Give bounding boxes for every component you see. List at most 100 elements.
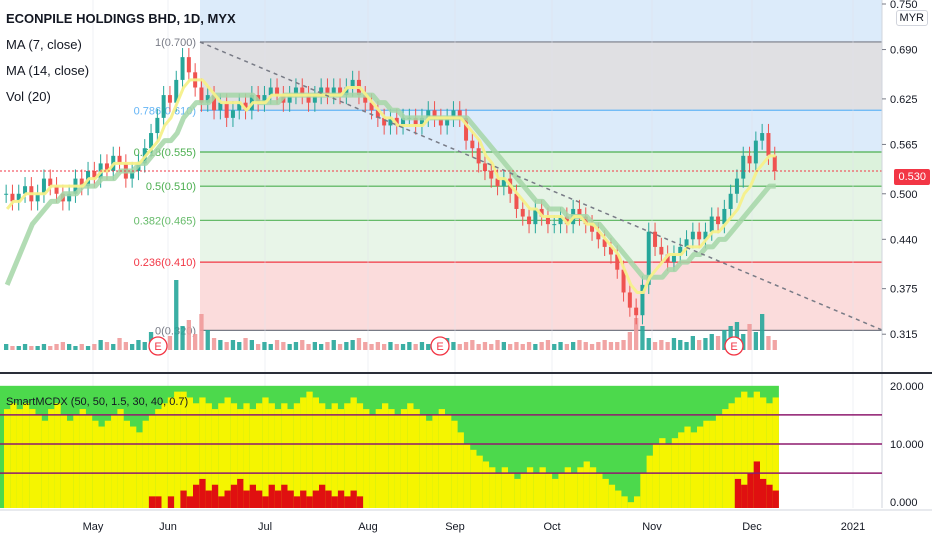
candle-body[interactable] (312, 95, 317, 103)
candle-body[interactable] (338, 87, 343, 96)
candle-body[interactable] (545, 216, 550, 225)
earnings-marker[interactable] (430, 336, 450, 356)
candle-body[interactable] (527, 216, 532, 225)
candle-body[interactable] (306, 95, 311, 103)
candle-body[interactable] (432, 110, 437, 118)
trendline[interactable] (199, 41, 883, 331)
candle-body[interactable] (772, 155, 777, 171)
candle-body[interactable] (665, 254, 670, 263)
candle-body[interactable] (482, 163, 487, 171)
candle-body[interactable] (161, 95, 166, 118)
candle-body[interactable] (671, 254, 676, 263)
candle-body[interactable] (514, 193, 519, 209)
candle-body[interactable] (149, 133, 154, 149)
earnings-marker[interactable] (724, 336, 744, 356)
candle-body[interactable] (16, 193, 21, 202)
candle-body[interactable] (426, 110, 431, 118)
earnings-marker[interactable] (148, 336, 168, 356)
candle-body[interactable] (382, 117, 387, 126)
candle-body[interactable] (577, 208, 582, 217)
ma14-legend[interactable]: MA (14, close) (6, 63, 90, 78)
currency-unit[interactable]: MYR (895, 10, 928, 26)
symbol-title[interactable]: ECONPILE HOLDINGS BHD, 1D, MYX (6, 11, 236, 26)
candle-body[interactable] (350, 79, 355, 88)
candle-body[interactable] (558, 216, 563, 225)
candle-body[interactable] (678, 246, 683, 255)
candle-body[interactable] (287, 95, 292, 103)
candle-body[interactable] (174, 79, 179, 103)
candle-body[interactable] (331, 87, 336, 96)
candle-body[interactable] (602, 239, 607, 247)
candle-body[interactable] (319, 87, 324, 96)
candle-body[interactable] (590, 224, 595, 232)
candle-body[interactable] (35, 193, 40, 202)
candle-body[interactable] (722, 208, 727, 225)
candle-body[interactable] (218, 102, 223, 111)
candle-body[interactable] (495, 178, 500, 187)
candle-body[interactable] (703, 231, 708, 240)
candle-body[interactable] (104, 163, 109, 171)
candle-body[interactable] (401, 117, 406, 126)
candle-body[interactable] (564, 216, 569, 225)
candle-body[interactable] (709, 216, 714, 232)
candle-body[interactable] (533, 208, 538, 225)
candle-body[interactable] (243, 102, 248, 111)
indicator-title[interactable]: SmartMCDX (50, 50, 1.5, 30, 40, 0.7) (6, 396, 189, 408)
candle-body[interactable] (300, 87, 305, 96)
candle-body[interactable] (489, 171, 494, 179)
candle-body[interactable] (48, 178, 53, 187)
candle-body[interactable] (653, 231, 658, 247)
candle-body[interactable] (369, 102, 374, 111)
candle-body[interactable] (470, 140, 475, 149)
candle-body[interactable] (596, 231, 601, 240)
candle-body[interactable] (10, 193, 15, 202)
candle-body[interactable] (457, 110, 462, 118)
candle-body[interactable] (268, 87, 273, 96)
candle-body[interactable] (741, 155, 746, 179)
candle-body[interactable] (167, 95, 172, 103)
candle-body[interactable] (646, 231, 651, 285)
candle-body[interactable] (388, 117, 393, 126)
vol-legend[interactable]: Vol (20) (6, 89, 51, 104)
candle-body[interactable] (747, 155, 752, 164)
candle-body[interactable] (697, 231, 702, 240)
candle-body[interactable] (760, 133, 765, 141)
candle-body[interactable] (413, 117, 418, 126)
candle-body[interactable] (684, 239, 689, 247)
candle-body[interactable] (293, 87, 298, 96)
candle-body[interactable] (621, 269, 626, 293)
candle-body[interactable] (394, 117, 399, 126)
candle-body[interactable] (445, 117, 450, 126)
candle-body[interactable] (520, 208, 525, 217)
candle-body[interactable] (627, 292, 632, 308)
candle-body[interactable] (41, 178, 46, 194)
candle-body[interactable] (205, 95, 210, 103)
candle-body[interactable] (451, 110, 456, 118)
candle-body[interactable] (344, 87, 349, 96)
candle-body[interactable] (275, 87, 280, 96)
candle-body[interactable] (180, 57, 185, 80)
candle-body[interactable] (419, 117, 424, 126)
candle-body[interactable] (438, 117, 443, 126)
candle-body[interactable] (79, 178, 84, 187)
candle-body[interactable] (539, 208, 544, 217)
candle-body[interactable] (130, 171, 135, 179)
candle-body[interactable] (728, 193, 733, 209)
candle-body[interactable] (375, 110, 380, 118)
candle-body[interactable] (92, 171, 97, 179)
candle-body[interactable] (753, 140, 758, 164)
candle-body[interactable] (237, 102, 242, 111)
candle-body[interactable] (262, 95, 267, 103)
candle-body[interactable] (67, 193, 72, 202)
candle-body[interactable] (659, 246, 664, 255)
candle-body[interactable] (4, 193, 9, 195)
candle-body[interactable] (615, 254, 620, 270)
candle-body[interactable] (734, 178, 739, 194)
candle-body[interactable] (552, 224, 557, 226)
candle-body[interactable] (716, 216, 721, 225)
candle-body[interactable] (212, 95, 217, 111)
candle-body[interactable] (117, 155, 122, 164)
candle-body[interactable] (54, 186, 59, 194)
